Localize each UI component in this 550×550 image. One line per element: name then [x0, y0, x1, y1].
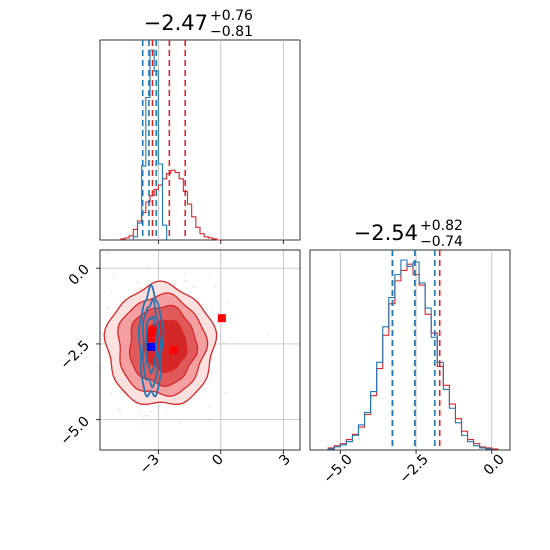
scatter-sample-point [100, 332, 103, 335]
blue-contour-level-1 [141, 298, 162, 389]
bottom-left-ytick-label-0: 0.0 [66, 262, 93, 289]
bottom-right-title-minus: −0.74 [420, 234, 463, 250]
scatter-sample-point [184, 279, 187, 282]
bottom-right-histogram-panel: −2.54 +0.82 −0.74 −5.0 −2.5 0.0 [309, 218, 511, 487]
bottom-left-panel-frame [99, 249, 301, 451]
scatter-sample-point [136, 281, 139, 284]
scatter-sample-point [223, 341, 225, 343]
scatter-sample-point [179, 421, 182, 423]
hist2-series-0-step [327, 263, 499, 450]
scatter-sample-point [146, 266, 149, 269]
bottom-left-blue-contours [137, 283, 165, 398]
scatter-sample-point [158, 406, 160, 408]
scatter-sample-point [133, 288, 136, 291]
hist1-series-1-step [132, 49, 168, 240]
red-square-marker-3 [169, 346, 178, 354]
bottom-right-title-median: −2.54 [354, 221, 418, 245]
bottom-right-xtick-label-1: −2.5 [396, 452, 431, 487]
bottom-left-xtick-label-1: 0 [209, 452, 227, 470]
scatter-sample-point [211, 306, 213, 308]
red-square-marker-0 [217, 314, 226, 323]
top-left-title-minus: −0.81 [210, 24, 253, 40]
top-left-histogram-panel: −2.47 +0.76 −0.81 [99, 8, 301, 244]
hist2-series-1-step [327, 259, 493, 450]
bottom-right-xtick-label-2: 0.0 [481, 452, 508, 479]
top-left-quantile-lines [141, 40, 187, 240]
scatter-sample-point [105, 251, 108, 254]
scatter-sample-point [143, 423, 145, 425]
top-left-histogram-steps [120, 49, 221, 241]
scatter-sample-point [174, 283, 176, 285]
scatter-sample-point [110, 392, 113, 395]
scatter-sample-point [112, 277, 115, 279]
top-left-grid [157, 40, 284, 240]
scatter-sample-point [209, 381, 212, 383]
scatter-sample-point [146, 404, 149, 407]
scatter-sample-point [201, 303, 204, 306]
hist1-series-0-step [120, 169, 221, 241]
bottom-left-xtick-label-2: 3 [276, 452, 294, 470]
top-left-title-plus: +0.76 [210, 8, 253, 24]
scatter-sample-point [267, 332, 269, 334]
red-square-marker-1 [148, 326, 157, 335]
bottom-right-grid [339, 250, 493, 450]
scatter-sample-point [210, 359, 212, 361]
scatter-sample-point [100, 367, 102, 369]
top-left-panel-frame [99, 39, 301, 241]
scatter-sample-point [209, 406, 211, 408]
bottom-left-ytick-label-2: −5.0 [57, 414, 92, 449]
top-left-tick-marks [157, 240, 284, 244]
scatter-sample-point [211, 372, 213, 374]
scatter-sample-point [165, 409, 168, 412]
red-square-marker-2 [147, 333, 156, 342]
bottom-right-quantile-lines [391, 250, 441, 450]
scatter-sample-point [224, 392, 227, 394]
scatter-sample-point [188, 293, 191, 295]
scatter-sample-point [137, 406, 139, 408]
scatter-sample-point [88, 456, 90, 458]
scatter-sample-point [139, 287, 142, 289]
bottom-left-contour-panel: −3 0 3 0.0 −2.5 −5.0 [57, 247, 301, 478]
scatter-sample-point [107, 307, 109, 310]
scatter-sample-point [110, 290, 113, 292]
scatter-sample-point [169, 247, 171, 249]
scatter-sample-point [228, 301, 231, 304]
blue-contour-level-0 [137, 283, 165, 398]
bottom-left-markers [147, 314, 226, 354]
scatter-sample-point [213, 286, 216, 288]
bottom-right-xtick-label-0: −5.0 [320, 452, 355, 487]
blue-contour-level-2 [144, 315, 158, 375]
top-left-title-median: −2.47 [144, 11, 208, 35]
scatter-sample-point [119, 409, 121, 412]
bottom-right-histogram-steps [327, 259, 499, 450]
scatter-sample-point [139, 410, 141, 412]
bottom-right-panel-frame [309, 249, 511, 451]
bottom-left-xtick-label-0: −3 [137, 452, 163, 478]
scatter-sample-point [145, 414, 148, 417]
scatter-sample-point [208, 274, 211, 276]
bottom-right-title-plus: +0.82 [420, 218, 463, 234]
bottom-left-ytick-label-1: −2.5 [57, 338, 92, 373]
scatter-sample-point [210, 419, 213, 421]
scatter-sample-point [192, 286, 195, 288]
scatter-sample-point [150, 411, 152, 413]
bottom-right-tick-marks [339, 450, 493, 454]
scatter-sample-point [184, 273, 187, 275]
scatter-sample-point [142, 416, 145, 419]
blue-square-marker-0 [147, 342, 156, 351]
scatter-sample-point [208, 420, 211, 422]
bottom-left-tick-marks [96, 267, 284, 454]
